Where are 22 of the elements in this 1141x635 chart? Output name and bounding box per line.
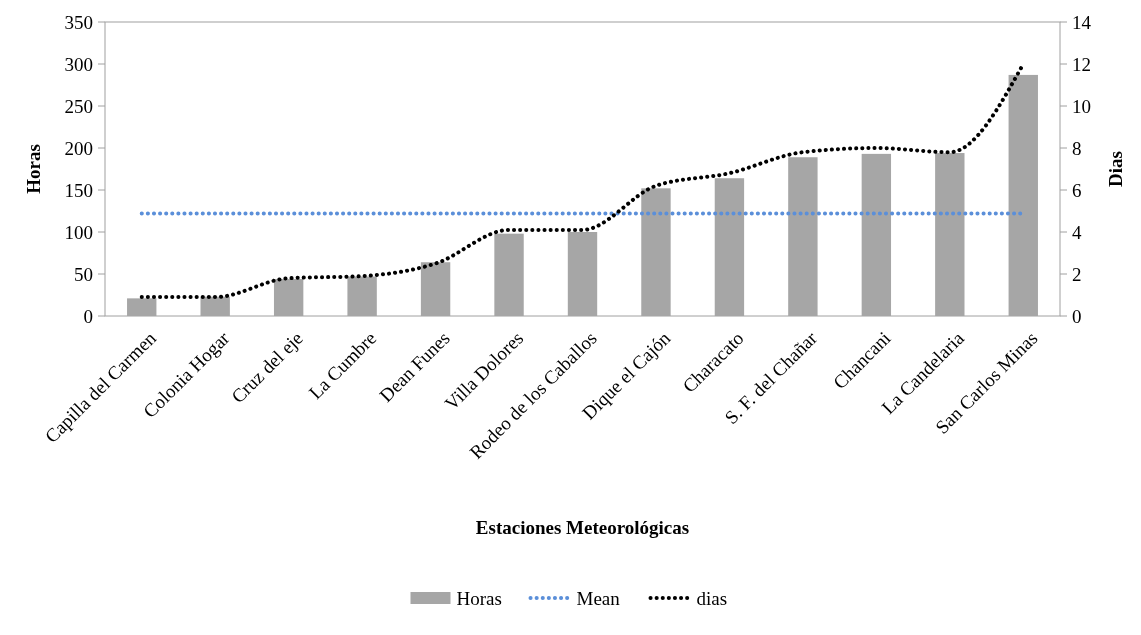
y2-tick-label: 0 [1072,305,1082,327]
y-tick-label: 0 [83,305,93,327]
y-tick-label: 300 [64,53,93,75]
y-tick-label: 100 [64,221,93,243]
y-tick-label: 50 [74,263,93,285]
y-tick-label: 150 [64,179,93,201]
y2-tick-label: 14 [1072,11,1092,33]
y2-axis-title: Dias [1105,151,1126,187]
y2-tick-label: 10 [1072,95,1091,117]
y2-tick-label: 8 [1072,137,1082,159]
y2-tick-label: 12 [1072,53,1091,75]
y-tick-label: 350 [64,11,93,33]
x-axis-title: Estaciones Meteorológicas [475,517,690,538]
y-axis-title: Horas [23,144,44,194]
y2-tick-label: 4 [1072,221,1082,243]
legend-label: Mean [576,587,621,609]
legend-label: Horas [456,587,502,609]
legend-label: dias [696,587,728,609]
y-tick-label: 250 [64,95,93,117]
y2-tick-label: 2 [1072,263,1082,285]
y2-tick-label: 6 [1072,179,1082,201]
y-tick-label: 200 [64,137,93,159]
